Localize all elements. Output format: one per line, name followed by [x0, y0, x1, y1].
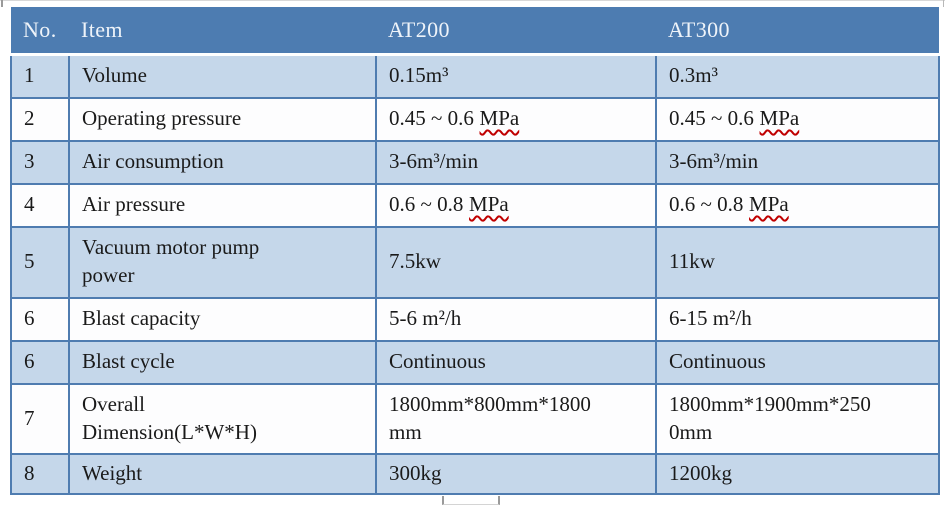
- header-cell-at200: AT200: [376, 7, 656, 56]
- cell-text: Continuous: [669, 349, 766, 374]
- cell-at300: 6-15 m²/h: [655, 296, 940, 342]
- cell-text: 0.45 ~ 0.6: [669, 106, 754, 131]
- cell-item: Overall Dimension(L*W*H): [68, 382, 377, 455]
- table-body: 1 Volume 0.15m³ 0.3m³ 2 Operating pressu…: [10, 53, 940, 495]
- cell-text: Continuous: [389, 349, 486, 374]
- header-cell-no: No.: [11, 7, 69, 56]
- cell-no: 7: [10, 382, 70, 455]
- cell-text: Operating pressure: [82, 106, 242, 131]
- cell-text: 4: [24, 192, 35, 217]
- spell-error-text: MPa: [749, 192, 789, 217]
- cell-text: Blast capacity: [82, 306, 201, 331]
- table-row: 3 Air consumption 3-6m³/min 3-6m³/min: [10, 139, 940, 185]
- cell-text-line2: 0mm: [669, 419, 713, 444]
- spell-error-text: MPa: [759, 106, 800, 131]
- page-edge-tick-left: [1, 0, 3, 7]
- cell-text: 8: [24, 460, 35, 485]
- cell-at300: Continuous: [655, 339, 940, 385]
- table-row: 5 Vacuum motor pump power 7.5kw 11kw: [10, 225, 940, 299]
- cell-at300: 1800mm*1900mm*250 0mm: [655, 382, 940, 455]
- cell-no: 5: [10, 225, 70, 299]
- cell-at200: 7.5kw: [375, 225, 657, 299]
- cell-text: Volume: [82, 63, 147, 88]
- cell-at300: 1200kg: [655, 452, 940, 495]
- cell-at300: 0.45 ~ 0.6 MPa: [655, 96, 940, 142]
- cell-item: Blast capacity: [68, 296, 377, 342]
- cell-text: 0.45 ~ 0.6: [389, 106, 474, 131]
- cell-text: 1800mm*800mm*1800: [389, 391, 591, 416]
- cell-at300: 3-6m³/min: [655, 139, 940, 185]
- spec-table: No. Item AT200 AT300 1 Volume 0.15m³ 0.3…: [10, 7, 940, 495]
- cell-at200: Continuous: [375, 339, 657, 385]
- cell-text: 6: [24, 306, 35, 331]
- cell-text: 0.6 ~ 0.8: [389, 192, 464, 217]
- cell-text: Air consumption: [82, 149, 224, 174]
- cell-at200: 3-6m³/min: [375, 139, 657, 185]
- cell-text-line2: power: [82, 263, 135, 287]
- cell-text: Blast cycle: [82, 349, 175, 374]
- cell-item: Air pressure: [68, 182, 377, 228]
- cell-at200: 300kg: [375, 452, 657, 495]
- cell-no: 6: [10, 296, 70, 342]
- cell-text: 11kw: [669, 249, 715, 274]
- cell-no: 2: [10, 96, 70, 142]
- cell-text: 6-15 m²/h: [669, 306, 752, 331]
- cell-at200: 0.45 ~ 0.6 MPa: [375, 96, 657, 142]
- cell-at200: 0.6 ~ 0.8 MPa: [375, 182, 657, 228]
- cell-text: 0.15m³: [389, 63, 449, 88]
- cell-text: Vacuum motor pump: [82, 235, 260, 260]
- table-row: 6 Blast cycle Continuous Continuous: [10, 339, 940, 385]
- cell-at300: 0.3m³: [655, 53, 940, 99]
- cell-text: 300kg: [389, 460, 442, 485]
- cell-text: 1200kg: [669, 460, 732, 485]
- table-row: 4 Air pressure 0.6 ~ 0.8 MPa 0.6 ~ 0.8 MPa: [10, 182, 940, 228]
- cell-text: 7: [24, 405, 35, 430]
- spell-error-text: MPa: [469, 192, 509, 217]
- cell-no: 1: [10, 53, 70, 99]
- cell-item: Weight: [68, 452, 377, 495]
- cell-text: Air pressure: [82, 192, 186, 217]
- cell-item: Air consumption: [68, 139, 377, 185]
- cell-item: Operating pressure: [68, 96, 377, 142]
- cell-text: Weight: [82, 460, 143, 485]
- cell-text: 2: [24, 106, 35, 131]
- header-cell-item: Item: [69, 7, 376, 56]
- cell-text-line2: Dimension(L*W*H): [82, 419, 257, 444]
- cell-no: 8: [10, 452, 70, 495]
- cell-text: 0.3m³: [669, 63, 718, 88]
- cell-no: 3: [10, 139, 70, 185]
- table-row: 8 Weight 300kg 1200kg: [10, 452, 940, 495]
- cell-text: 1: [24, 63, 35, 88]
- cell-text: 0.6 ~ 0.8: [669, 192, 744, 217]
- table-row: 7 Overall Dimension(L*W*H) 1800mm*800mm*1…: [10, 382, 940, 455]
- table-row: 1 Volume 0.15m³ 0.3m³: [10, 53, 940, 99]
- page-edge-tick-right: [943, 0, 944, 7]
- cell-text: 1800mm*1900mm*250: [669, 391, 871, 416]
- table-row: 6 Blast capacity 5-6 m²/h 6-15 m²/h: [10, 296, 940, 342]
- spell-error-text: MPa: [479, 106, 520, 131]
- cell-text: Overall: [82, 391, 145, 416]
- cell-text-line2: mm: [389, 419, 422, 444]
- cell-text: 5-6 m²/h: [389, 306, 462, 331]
- cell-text: 3: [24, 149, 35, 174]
- cell-at200: 5-6 m²/h: [375, 296, 657, 342]
- table-row: 2 Operating pressure 0.45 ~ 0.6 MPa 0.45 …: [10, 96, 940, 142]
- cell-text: 7.5kw: [389, 249, 441, 274]
- cell-item: Volume: [68, 53, 377, 99]
- cell-item: Vacuum motor pump power: [68, 225, 377, 299]
- cell-no: 6: [10, 339, 70, 385]
- cell-at200: 1800mm*800mm*1800 mm: [375, 382, 657, 455]
- cell-text: 3-6m³/min: [669, 149, 759, 174]
- cell-text: 6: [24, 349, 35, 374]
- cell-no: 4: [10, 182, 70, 228]
- cell-at300: 0.6 ~ 0.8 MPa: [655, 182, 940, 228]
- cell-text: 3-6m³/min: [389, 149, 479, 174]
- cell-item: Blast cycle: [68, 339, 377, 385]
- cell-at200: 0.15m³: [375, 53, 657, 99]
- table-header-row: No. Item AT200 AT300: [11, 7, 939, 56]
- cell-at300: 11kw: [655, 225, 940, 299]
- cell-text: 5: [24, 249, 35, 274]
- page-top-hairline: [0, 0, 945, 1]
- header-cell-at300: AT300: [656, 7, 939, 56]
